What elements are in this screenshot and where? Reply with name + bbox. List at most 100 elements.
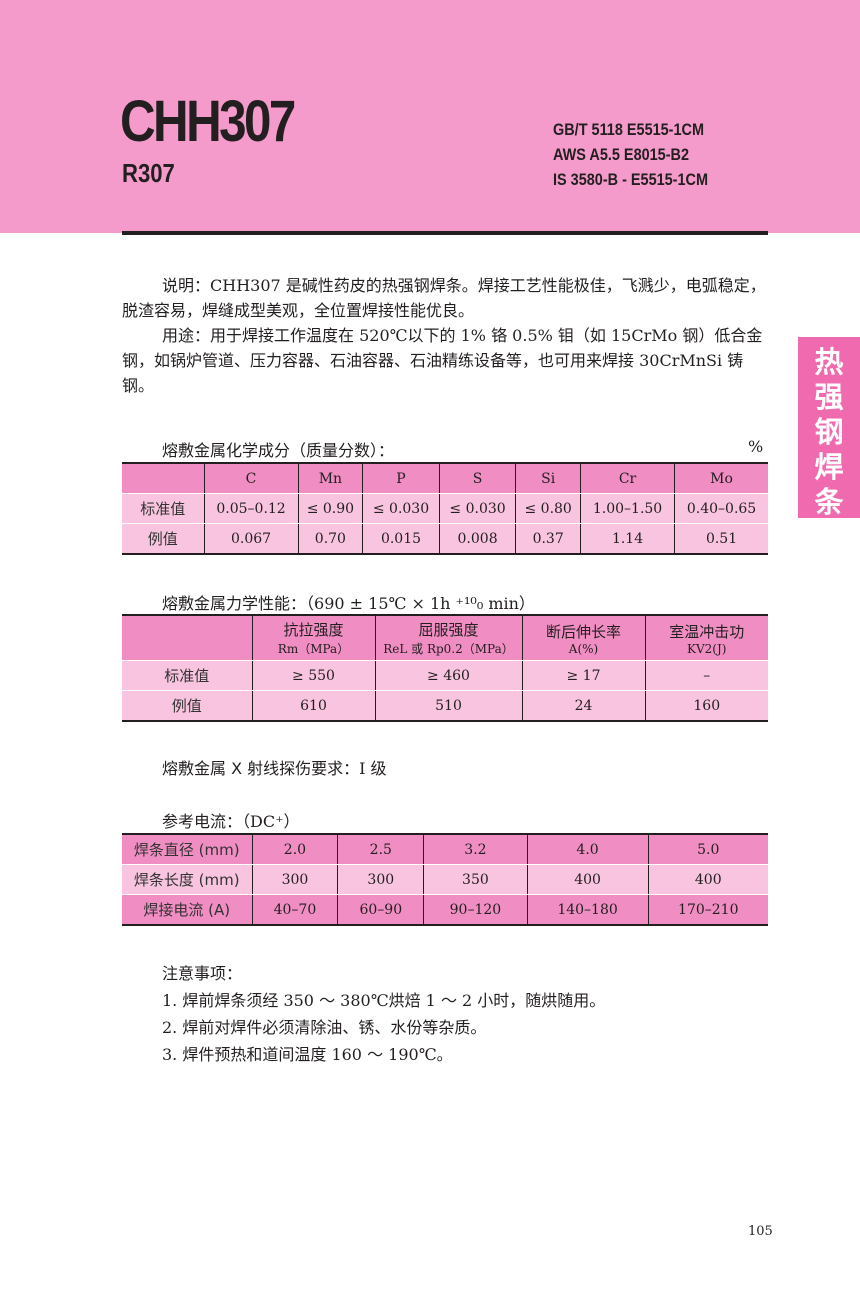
cell: 1.14 [579,523,675,555]
col-unit: A(%) [568,641,599,656]
standard: AWS A5.5 E8015-B2 [553,145,689,164]
cell: ≤ 0.030 [438,493,516,524]
table-row: 标准值 0.05–0.12 ≤ 0.90 ≤ 0.030 ≤ 0.030 ≤ 0.80 1.… [122,493,768,524]
usage-text: 用于焊接工作温度在 520℃以下的 1% 铬 0.5% 钼（如 15CrMo 钢… [122,326,763,395]
mech-heading: 熔敷金属力学性能：（690 ± 15℃ × 1h ⁺¹⁰₀ min） [162,590,535,614]
standard: IS 3580-B - E5515-1CM [553,170,709,189]
cell: 例值 [122,523,204,555]
side-char: 钢 [814,415,844,449]
col-unit: KV2(J) [687,641,727,656]
page-number: 105 [748,1224,773,1239]
cell: 0.067 [203,523,299,555]
divider [122,231,768,235]
cell: 3.2 [423,834,528,865]
cell: 2.5 [337,834,424,865]
table-row: 焊条长度 (mm) 300 300 350 400 400 [122,864,768,895]
cell: 标准值 [122,493,204,524]
cell: 0.37 [515,523,581,555]
cell: 400 [647,864,768,895]
cell: 510 [374,690,522,722]
table-row: 例值 0.067 0.70 0.015 0.008 0.37 1.14 0.51 [122,523,768,555]
table-header-row: 抗拉强度 Rm（MPa） 屈服强度 ReL 或 Rp0.2（MPa） 断后伸长率 A(… [122,615,768,661]
cell: 300 [337,864,424,895]
mech-condition: （690 ± 15℃ × 1h ⁺¹⁰₀ min） [306,594,535,613]
cell: C [203,463,299,494]
table-row: 焊接电流 (A) 40–70 60–90 90–120 140–180 170–210 [122,894,768,926]
table-row: 例值 610 510 24 160 [122,690,768,722]
col-title: 断后伸长率 [545,622,621,641]
description-label: 说明： [162,276,211,295]
cell: 1.00–1.50 [579,493,675,524]
cell: 焊接电流 (A) [122,894,252,926]
header-band [0,0,860,233]
cell: S [438,463,516,494]
note-item: 2. 焊前对焊件必须清除油、锈、水份等杂质。 [162,1018,487,1037]
cell: 0.70 [297,523,363,555]
cell: Mo [674,463,768,494]
cell: ≥ 550 [251,660,375,691]
standard: GB/T 5118 E5515-1CM [553,120,705,139]
cell: 350 [423,864,528,895]
side-tab: 热强钢焊条 [798,337,860,519]
col-title: 室温冲击功 [669,622,745,641]
chem-heading: 熔敷金属化学成分（质量分数）： [162,441,395,460]
note-item: 3. 焊件预热和道间温度 160 ～ 190℃。 [162,1045,453,1064]
table-row: 标准值 ≥ 550 ≥ 460 ≥ 17– [122,660,768,691]
side-char: 强 [814,380,844,414]
description-text: CHH307 是碱性药皮的热强钢焊条。焊接工艺性能极佳，飞溅少，电弧稳定，脱渣容… [122,276,766,320]
cell: 400 [526,864,649,895]
side-char: 条 [814,485,844,519]
cell: 0.015 [362,523,440,555]
cell: 0.40–0.65 [674,493,768,524]
cell: 140–180 [526,894,649,926]
col-title: 屈服强度 [418,621,479,639]
cell: 610 [251,690,375,722]
cell: ≤ 0.80 [515,493,581,524]
col-title: 抗拉强度 [283,621,344,639]
notes-heading: 注意事项： [162,964,243,983]
cell: 0.05–0.12 [203,493,299,524]
table-header-row: C Mn P S Si Cr Mo [122,463,768,494]
product-title: CHH307 [120,89,296,154]
cell: 例值 [122,690,252,722]
current-heading: 参考电流：（DC⁺） [162,808,300,832]
notes: 注意事项： 1. 焊前焊条须经 350 ～ 380℃烘焙 1 ～ 2 小时，随烘… [162,960,605,1068]
standards: GB/T 5118 E5515-1CM AWS A5.5 E8015-B2 IS… [553,117,708,192]
cell: 2.0 [251,834,338,865]
usage: 用途：用于焊接工作温度在 520℃以下的 1% 铬 0.5% 钼（如 15CrM… [122,323,770,398]
cell [122,615,252,661]
cell: 60–90 [337,894,424,926]
cell: P [362,463,440,494]
current-table: 焊条直径 (mm) 2.0 2.5 3.2 4.0 5.0 焊条长度 (mm) 300 300… [122,833,768,926]
mech-table: 抗拉强度 Rm（MPa） 屈服强度 ReL 或 Rp0.2（MPa） 断后伸长率 A(… [122,614,768,722]
cell: ≤ 0.90 [297,493,363,524]
cell: 标准值 [122,660,252,691]
cell: 4.0 [526,834,649,865]
product-subtitle: R307 [122,158,175,188]
cell: 40–70 [251,894,338,926]
cell: 160 [644,690,768,722]
cell: 焊条直径 (mm) [122,834,252,865]
note-item: 1. 焊前焊条须经 350 ～ 380℃烘焙 1 ～ 2 小时，随烘随用。 [162,991,606,1010]
current-type: （DC⁺） [242,812,300,831]
xray-value: I 级 [359,759,387,778]
side-char: 热 [814,345,844,379]
col-unit: Rm（MPa） [277,642,350,656]
cell: Mn [297,463,363,494]
cell: ≤ 0.030 [362,493,440,524]
side-char: 焊 [814,450,844,484]
usage-label: 用途： [162,326,211,345]
table-row: 焊条直径 (mm) 2.0 2.5 3.2 4.0 5.0 [122,834,768,865]
cell: 焊条长度 (mm) [122,864,252,895]
cell: 24 [521,690,645,722]
mech-heading-text: 熔敷金属力学性能： [162,594,307,613]
cell: – [644,660,768,691]
cell: 屈服强度 ReL 或 Rp0.2（MPa） [374,615,522,661]
chem-unit: % [748,437,764,456]
cell: ≥ 17 [521,660,645,691]
cell [122,463,204,494]
current-heading-text: 参考电流： [162,812,243,831]
chem-table: C Mn P S Si Cr Mo 标准值 0.05–0.12 ≤ 0.90 ≤ 0.030 ≤ 0… [122,462,768,555]
cell: ≥ 460 [374,660,522,691]
cell: Si [515,463,581,494]
